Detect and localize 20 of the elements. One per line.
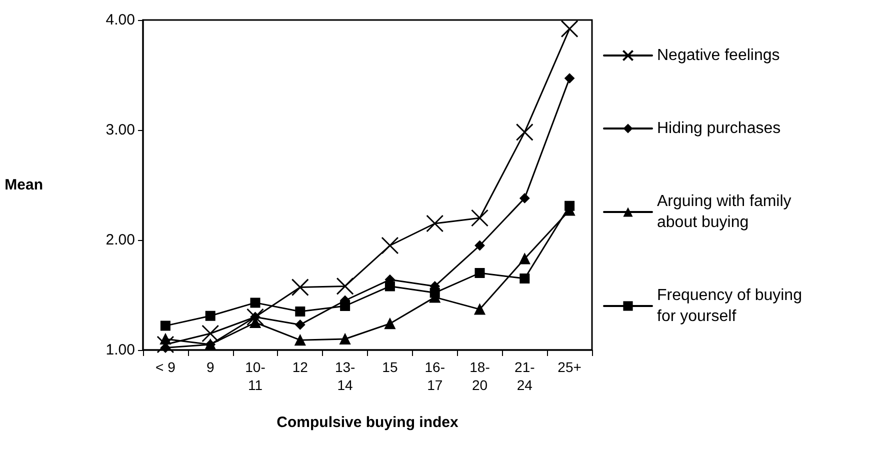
legend-label: Hiding purchases: [657, 120, 781, 137]
y-tick-label: 2.00: [106, 232, 135, 248]
x-tick-label: 9: [206, 359, 214, 375]
y-tick-label: 3.00: [106, 122, 135, 138]
x-axis-title: Compulsive buying index: [276, 414, 459, 431]
x-tick-label: 13-14: [334, 359, 356, 393]
x-tick-label: 18-20: [470, 359, 490, 393]
legend-label: Arguing with family about buying: [657, 193, 796, 231]
y-tick-label: 4.00: [106, 12, 135, 28]
x-tick-label: 15: [382, 359, 398, 375]
legend-label: Negative feelings: [657, 47, 780, 64]
legend-label: Frequency of buying for yourself: [657, 287, 806, 325]
x-tick-label: 12: [292, 359, 308, 375]
y-tick-label: 1.00: [106, 342, 135, 358]
x-tick-label: 21-24: [514, 359, 536, 393]
x-tick-label: 10-11: [245, 359, 266, 393]
x-tick-label: 25+: [558, 359, 582, 375]
x-tick-label: < 9: [156, 359, 176, 375]
x-tick-label: 16-17: [424, 359, 446, 393]
y-axis-title: Mean: [4, 176, 43, 194]
